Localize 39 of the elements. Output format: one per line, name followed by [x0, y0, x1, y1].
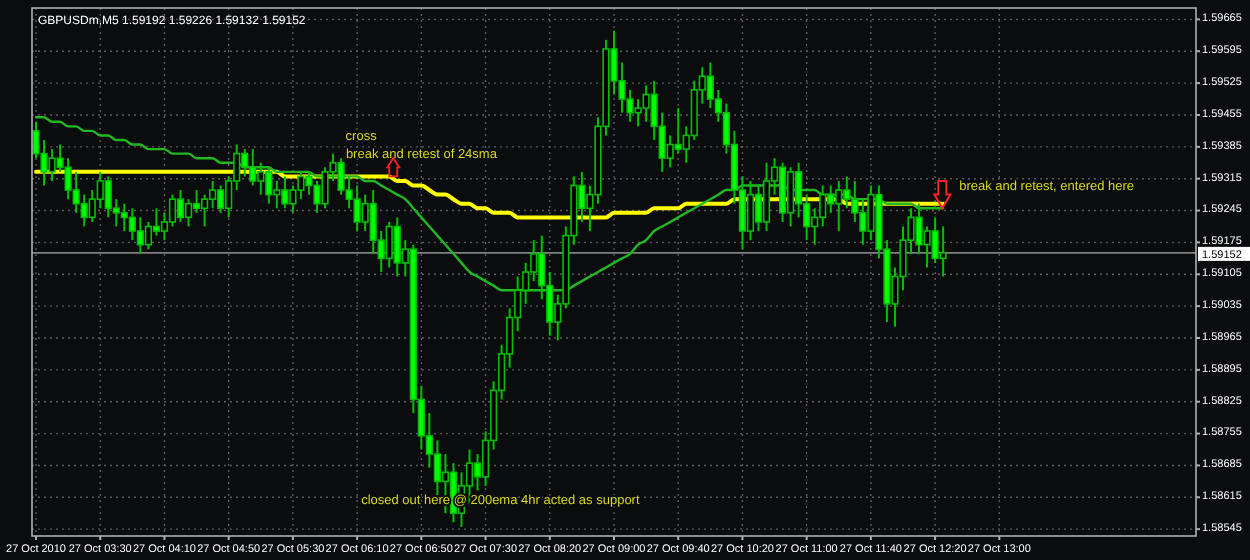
candlestick	[136, 216, 144, 255]
candlestick	[168, 193, 177, 228]
candlestick	[835, 179, 843, 233]
candlestick	[795, 161, 803, 219]
candlestick	[120, 202, 128, 233]
candlestick	[313, 179, 321, 214]
candlestick	[778, 161, 787, 223]
candlestick	[257, 161, 265, 196]
candlestick	[281, 175, 289, 210]
candlestick	[787, 166, 795, 228]
candlestick	[104, 175, 112, 219]
candlestick	[923, 225, 931, 269]
candlestick	[827, 184, 835, 214]
candlestick	[762, 161, 771, 233]
candlestick	[361, 193, 369, 233]
candlestick	[393, 216, 401, 278]
candlestick	[465, 448, 474, 506]
candlestick	[192, 189, 201, 214]
candlestick	[939, 225, 947, 278]
candlestick	[674, 107, 682, 155]
candlestick	[80, 193, 88, 228]
candlestick	[265, 166, 273, 205]
candlestick	[48, 148, 56, 182]
candlestick	[152, 207, 161, 237]
candlestick	[184, 198, 193, 228]
candlestick	[746, 179, 755, 242]
candlestick	[867, 184, 875, 242]
candlestick	[843, 175, 851, 210]
candlestick	[754, 184, 763, 233]
candlestick	[353, 184, 361, 233]
candlestick	[217, 184, 225, 214]
candlestick	[249, 148, 257, 187]
candlestick	[176, 189, 185, 223]
candlestick	[96, 170, 104, 210]
candlestick	[642, 84, 650, 123]
candlestick	[200, 193, 209, 228]
candlestick	[273, 179, 281, 210]
candlestick	[241, 148, 249, 178]
candlestick	[385, 220, 393, 269]
